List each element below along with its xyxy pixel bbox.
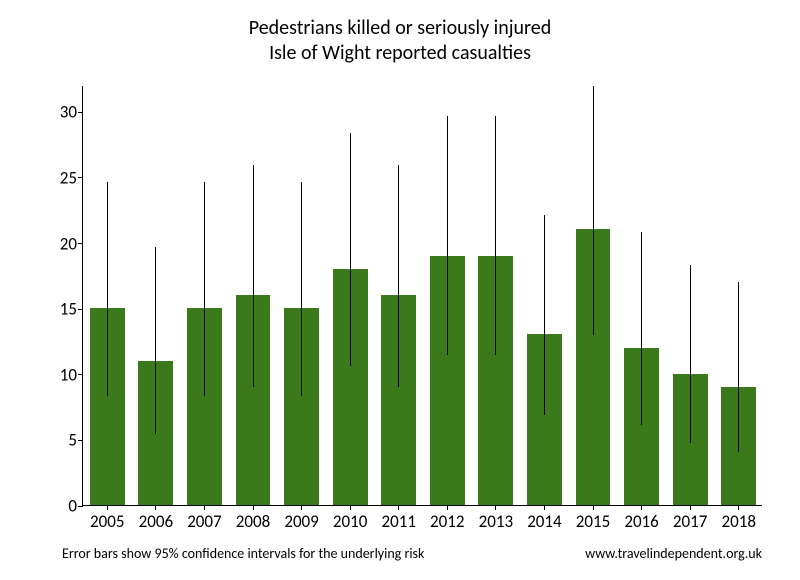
error-bar	[204, 182, 205, 396]
y-tick-label: 25	[60, 167, 83, 188]
x-tick-label: 2009	[284, 505, 318, 532]
chart-footer: Error bars show 95% confidence intervals…	[0, 545, 800, 562]
footer-caption: Error bars show 95% confidence intervals…	[62, 545, 424, 562]
x-tick-label: 2013	[479, 505, 513, 532]
y-tick-label: 20	[60, 233, 83, 254]
error-bar	[155, 247, 156, 433]
error-bar	[593, 86, 594, 335]
x-tick-label: 2008	[236, 505, 270, 532]
error-bar	[690, 265, 691, 444]
chart-title: Pedestrians killed or seriously injured …	[0, 16, 800, 66]
title-line2: Isle of Wight reported casualties	[0, 41, 800, 66]
x-tick-label: 2005	[90, 505, 124, 532]
x-tick-label: 2018	[721, 505, 755, 532]
x-tick-label: 2014	[527, 505, 561, 532]
error-bar	[495, 116, 496, 355]
x-tick-label: 2007	[187, 505, 221, 532]
y-tick-label: 30	[60, 102, 83, 123]
x-tick-label: 2011	[381, 505, 415, 532]
x-tick-label: 2012	[430, 505, 464, 532]
x-tick-label: 2010	[333, 505, 367, 532]
error-bar	[253, 165, 254, 387]
error-bar	[350, 133, 351, 365]
footer-source: www.travelindependent.org.uk	[585, 545, 762, 562]
y-tick-label: 0	[68, 496, 83, 517]
x-tick-label: 2016	[624, 505, 658, 532]
x-tick-label: 2006	[139, 505, 173, 532]
plot-area: 0510152025302005200620072008200920102011…	[82, 86, 762, 506]
error-bar	[641, 232, 642, 425]
y-tick-label: 5	[68, 430, 83, 451]
error-bar	[544, 215, 545, 416]
y-tick-label: 15	[60, 299, 83, 320]
chart-container: Pedestrians killed or seriously injured …	[0, 0, 800, 580]
y-tick-label: 10	[60, 364, 83, 385]
error-bar	[398, 165, 399, 387]
error-bar	[738, 282, 739, 453]
error-bar	[301, 182, 302, 396]
title-line1: Pedestrians killed or seriously injured	[0, 16, 800, 41]
error-bar	[107, 182, 108, 396]
x-tick-label: 2015	[576, 505, 610, 532]
x-tick-label: 2017	[673, 505, 707, 532]
error-bar	[447, 116, 448, 355]
